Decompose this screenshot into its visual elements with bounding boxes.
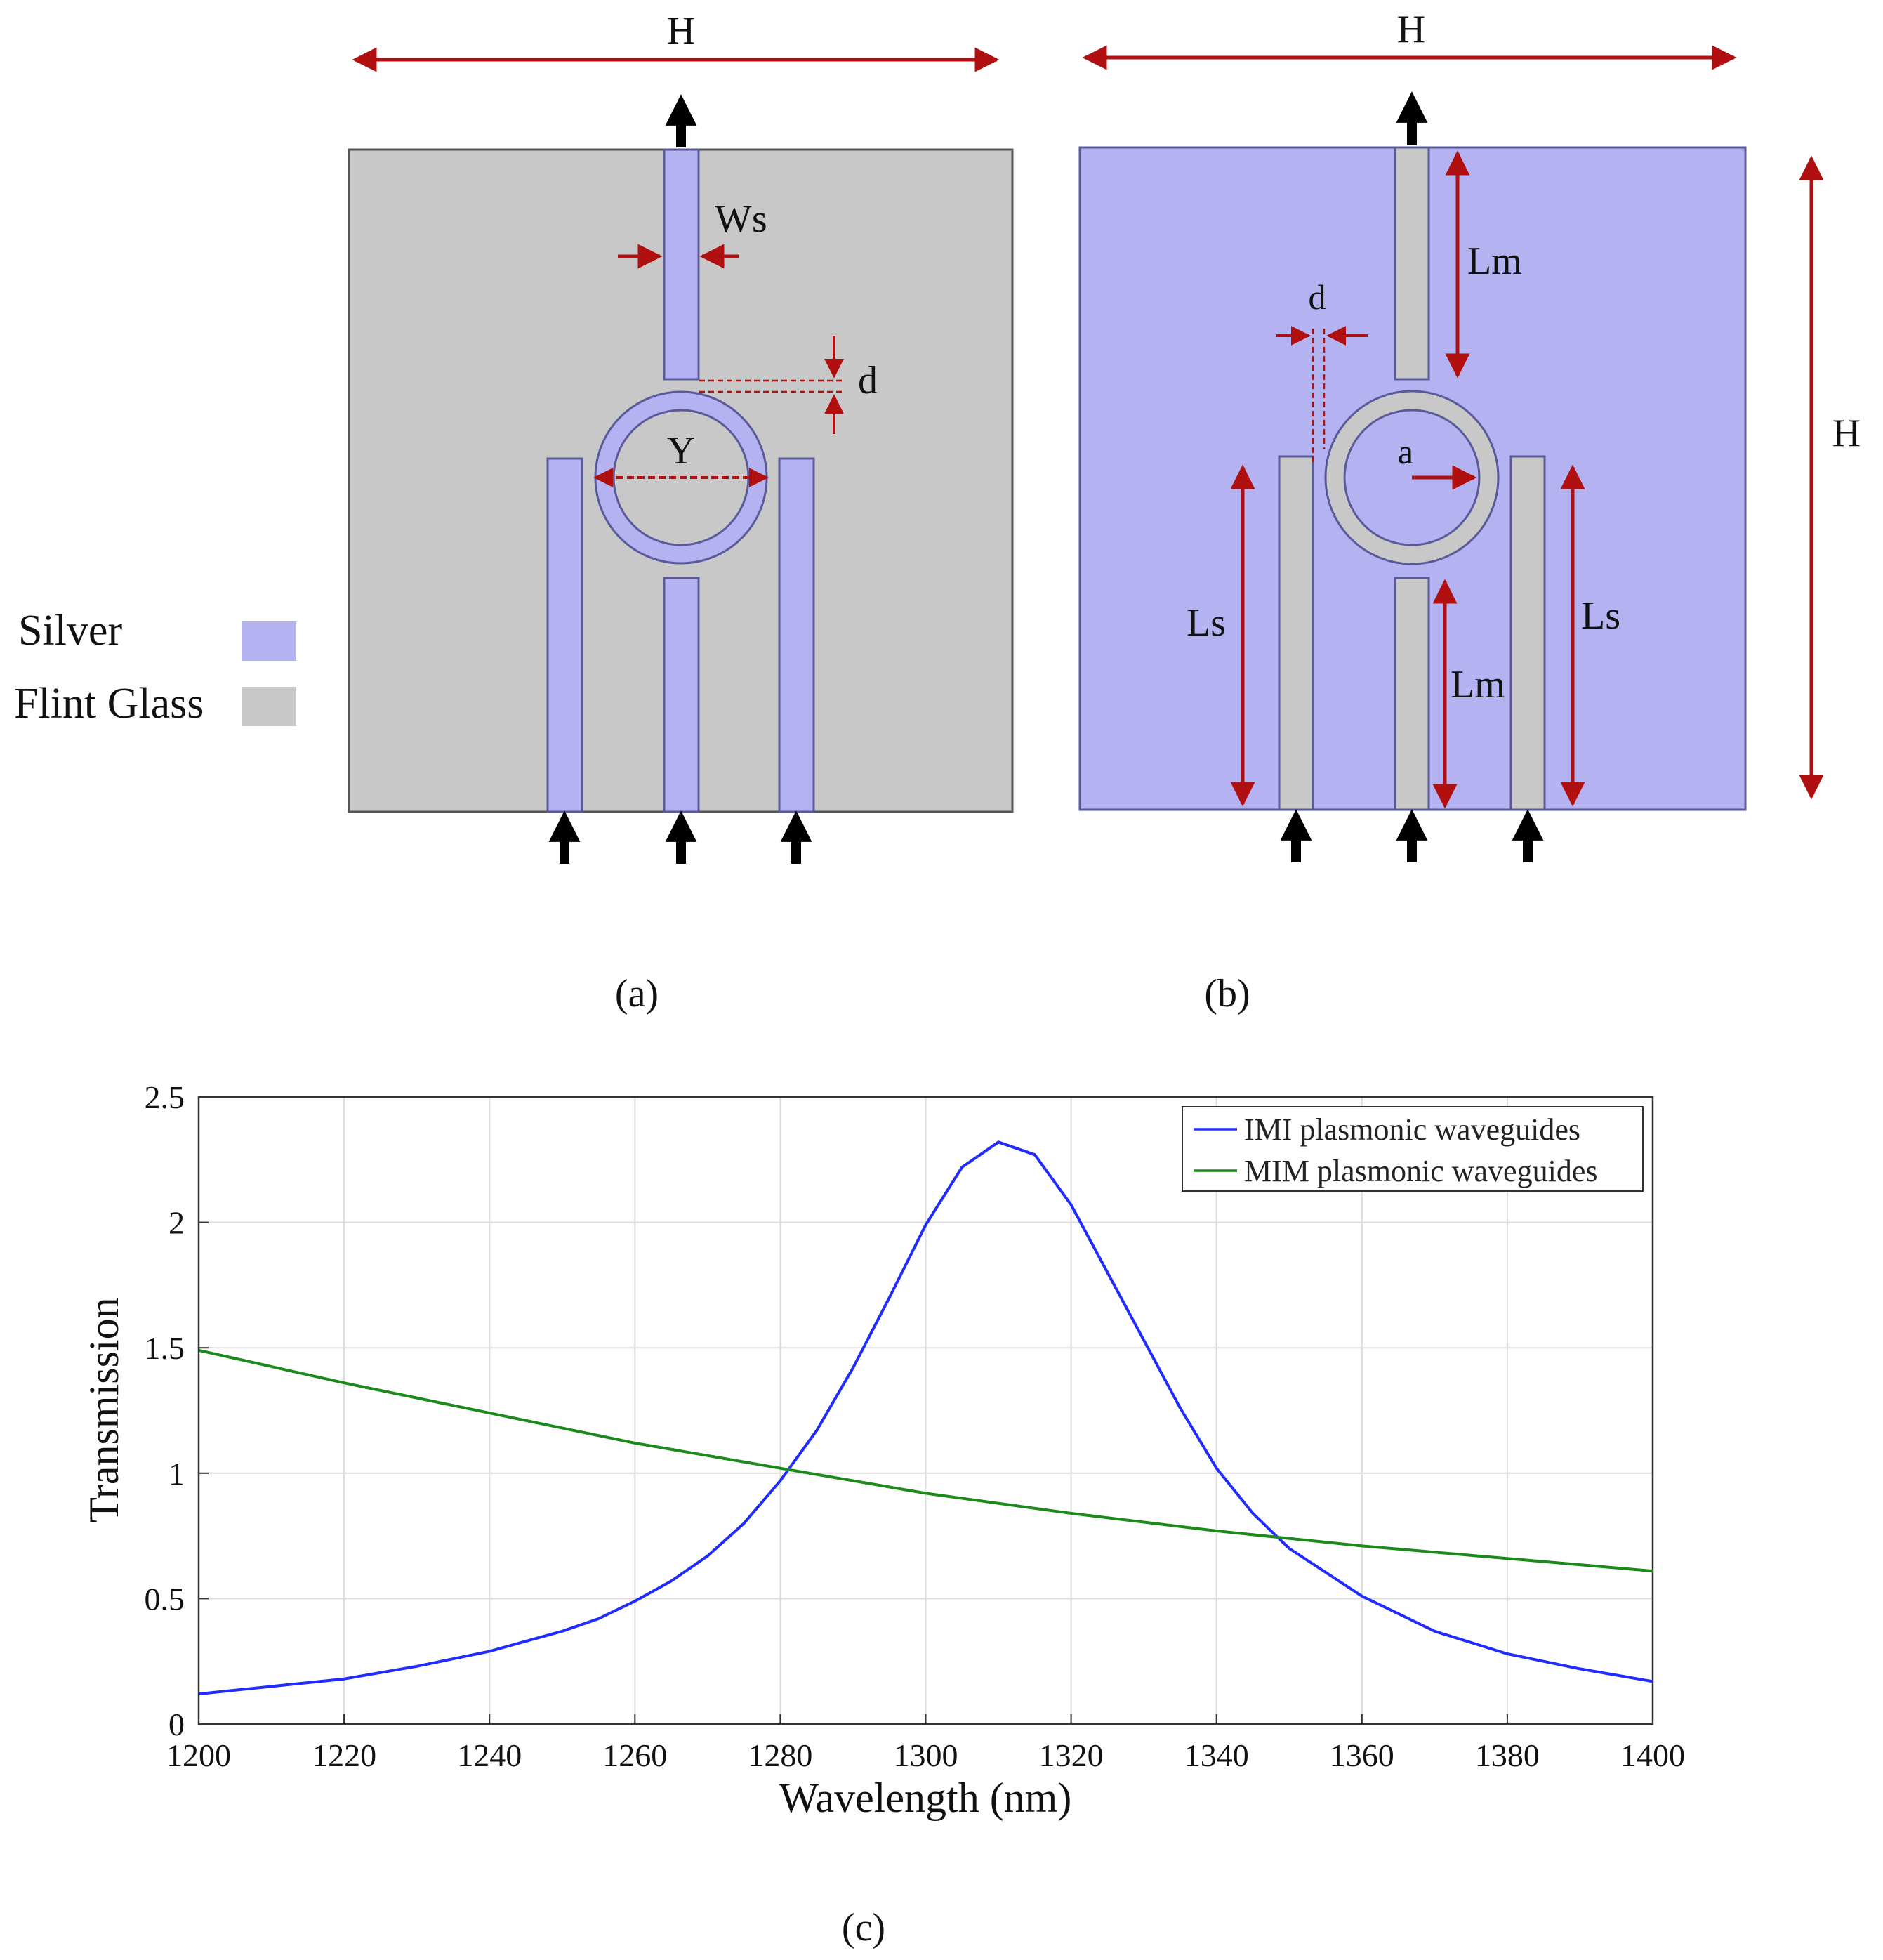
x-tick-label: 1220 <box>312 1737 376 1773</box>
y-tick-label: 0 <box>169 1706 185 1742</box>
chart-ticks: 1200 1220 1240 1260 1280 1300 1320 1340 1360 1380… <box>145 1079 1686 1773</box>
panel-a-output-stub <box>663 148 700 381</box>
panel-b-radius-label: a <box>1398 432 1413 471</box>
chart-series <box>198 1140 1653 1696</box>
panel-a-width-label: H <box>667 9 695 53</box>
y-tick-label: 0.5 <box>145 1581 185 1617</box>
panel-b-left-stub-label: Ls <box>1187 601 1226 645</box>
panel-b-upper-stub-label: Lm <box>1467 239 1522 283</box>
panel-b-caption: (b) <box>1204 972 1250 1015</box>
y-tick-label: 2 <box>169 1205 185 1241</box>
chart-legend-imi-label: IMI plasmonic waveguides <box>1244 1112 1580 1147</box>
flint-glass-label: Flint Glass <box>14 680 204 728</box>
panel-b-width-label: H <box>1397 8 1425 51</box>
flint-glass-swatch <box>242 687 296 726</box>
panel-b: H H Lm Lm Ls Ls a d <box>1078 8 1861 1015</box>
y-tick-label: 1 <box>169 1456 185 1492</box>
x-tick-label: 1200 <box>166 1737 231 1773</box>
panel-b-right-stub <box>1509 455 1546 811</box>
panel-a-left-stub <box>546 457 583 813</box>
panel-b-height-label: H <box>1832 412 1861 455</box>
panel-b-lower-stub-label: Lm <box>1451 663 1505 706</box>
chart-y-axis-label: Transmission <box>81 1297 127 1522</box>
chart-legend: IMI plasmonic waveguides MIM plasmonic w… <box>1182 1106 1644 1192</box>
panel-a-right-stub <box>778 457 815 813</box>
panel-b-left-stub <box>1278 455 1314 811</box>
y-tick-label: 1.5 <box>145 1330 185 1366</box>
x-tick-label: 1400 <box>1620 1737 1685 1773</box>
silver-label: Silver <box>18 607 122 655</box>
x-tick-label: 1340 <box>1184 1737 1249 1773</box>
imi-series-line <box>198 1140 1653 1696</box>
x-tick-label: 1240 <box>457 1737 522 1773</box>
panel-a-ws-label: Ws <box>715 197 767 241</box>
x-tick-label: 1380 <box>1475 1737 1540 1773</box>
panel-b-middle-stub <box>1394 577 1430 811</box>
x-tick-label: 1320 <box>1039 1737 1104 1773</box>
panel-c-caption: (c) <box>842 1906 885 1949</box>
material-legend: Silver Flint Glass <box>14 607 296 728</box>
x-tick-label: 1360 <box>1330 1737 1394 1773</box>
panel-c: 1200 1220 1240 1260 1280 1300 1320 1340 1360 1380… <box>81 1079 1685 1949</box>
x-tick-label: 1300 <box>894 1737 958 1773</box>
y-tick-label: 2.5 <box>145 1079 185 1115</box>
panel-a-ring-label: Y <box>667 429 695 473</box>
silver-swatch <box>242 621 296 661</box>
x-tick-label: 1280 <box>748 1737 812 1773</box>
panel-a-caption: (a) <box>615 972 659 1015</box>
chart-legend-mim-label: MIM plasmonic waveguides <box>1244 1154 1597 1188</box>
chart-legend-box <box>1182 1106 1644 1192</box>
panel-b-right-stub-label: Ls <box>1581 594 1620 638</box>
panel-a: H Ws d Y (a) <box>348 9 1014 1015</box>
panel-b-output-stub <box>1394 146 1430 381</box>
x-tick-label: 1260 <box>602 1737 667 1773</box>
panel-b-gap-label: d <box>1309 277 1326 317</box>
chart-x-axis-label: Wavelength (nm) <box>779 1775 1072 1821</box>
mim-series-line <box>198 1348 1653 1573</box>
panel-a-middle-stub <box>663 577 700 813</box>
panel-a-gap-label: d <box>858 359 878 402</box>
